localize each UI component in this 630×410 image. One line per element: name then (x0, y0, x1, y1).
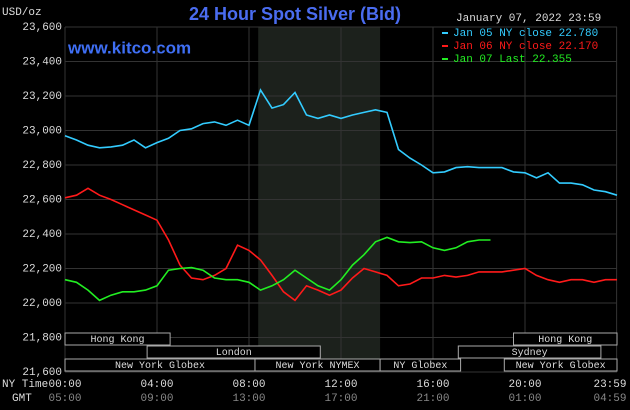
session-label: New York Globex (115, 360, 205, 372)
x-row-label: GMT (12, 393, 32, 405)
grid (64, 26, 618, 373)
session-label: London (216, 347, 252, 359)
y-tick-label: 23,000 (22, 125, 62, 137)
x2-tick-label: 09:00 (140, 393, 173, 405)
y-tick-label: 22,200 (22, 263, 62, 275)
legend-label: Jan 05 NY close 22.780 (453, 28, 598, 40)
x-row-label: NY Time (2, 379, 48, 391)
x-tick-label: 04:00 (140, 379, 173, 391)
session-bar (146, 345, 321, 359)
y-tick-label: 22,000 (22, 298, 62, 310)
session-label: Sydney (512, 347, 548, 359)
session-label: New York Globex (516, 360, 606, 372)
series-line (64, 187, 617, 302)
x-tick-label: 16:00 (416, 379, 449, 391)
x-tick-label: 12:00 (324, 379, 357, 391)
session-bar (64, 332, 171, 346)
subtitle: www.kitco.com (67, 38, 191, 57)
chart-title: 24 Hour Spot Silver (Bid) (189, 4, 401, 24)
series-line (64, 236, 491, 302)
x2-tick-label: 13:00 (232, 393, 265, 405)
x-tick-label: 08:00 (232, 379, 265, 391)
y-tick-label: 23,400 (22, 56, 62, 68)
timestamp: January 07, 2022 23:59 (456, 13, 601, 25)
session-label: NY Globex (393, 360, 447, 372)
x-tick-label: 23:59 (593, 379, 626, 391)
x2-tick-label: 01:00 (508, 393, 541, 405)
session-label: New York NYMEX (276, 360, 360, 372)
y-tick-label: 23,200 (22, 91, 62, 103)
y-tick-label: 23,600 (22, 22, 62, 34)
y-tick-label: 21,600 (22, 367, 62, 379)
y-tick-label: 22,400 (22, 229, 62, 241)
y-tick-label: 21,800 (22, 332, 62, 344)
session-bar (513, 332, 618, 346)
y-tick-label: 22,800 (22, 160, 62, 172)
session-bar (457, 345, 602, 359)
y-tick-label: 22,600 (22, 194, 62, 206)
legend-label: Jan 06 NY close 22.170 (453, 41, 598, 53)
legend-label: Jan 07 Last 22.355 (453, 54, 572, 66)
series-line (64, 88, 618, 196)
x-tick-label: 00:00 (48, 379, 81, 391)
x2-tick-label: 17:00 (324, 393, 357, 405)
y-axis-label: USD/oz (2, 7, 42, 19)
x-tick-label: 20:00 (508, 379, 541, 391)
session-label: Hong Kong (538, 335, 592, 346)
session-bar (503, 358, 618, 372)
x2-tick-label: 04:59 (593, 393, 626, 405)
session-bar (379, 358, 462, 372)
session-label: Hong Kong (91, 335, 145, 346)
x2-tick-label: 21:00 (416, 393, 449, 405)
x2-tick-label: 05:00 (48, 393, 81, 405)
